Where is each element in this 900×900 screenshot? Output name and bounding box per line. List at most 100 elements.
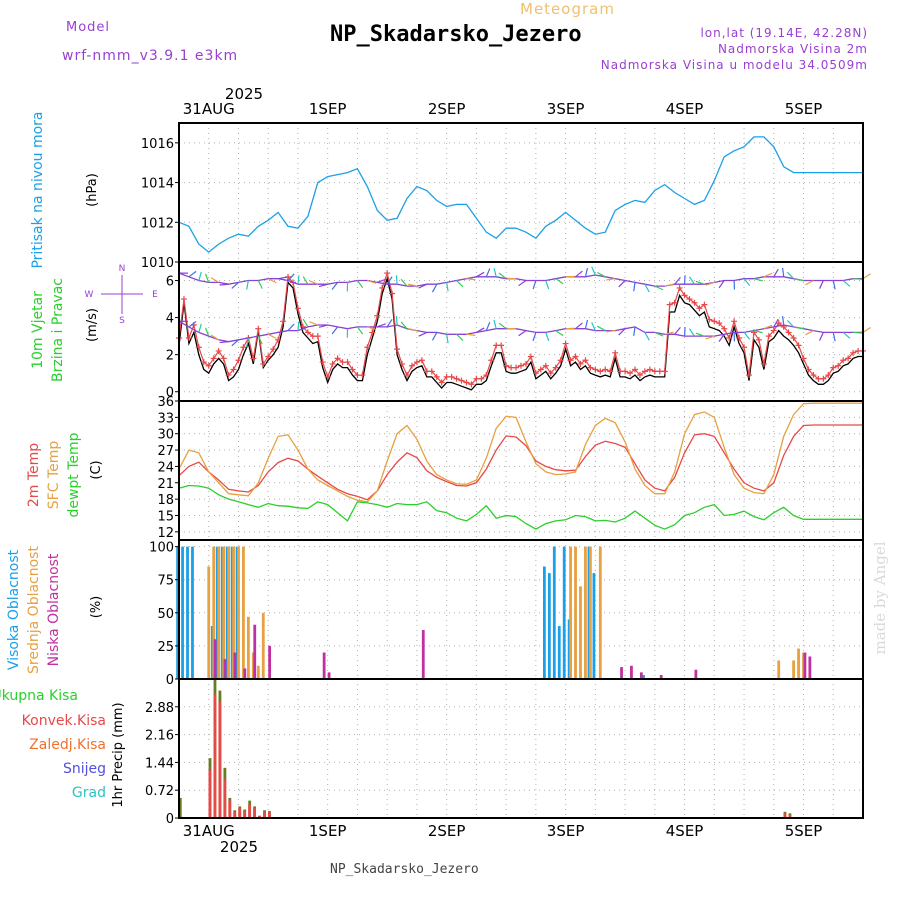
wind-barb [493, 319, 497, 329]
wind-barb [476, 271, 485, 278]
bar-srednja-oblacnost [232, 546, 235, 679]
gust-marker [627, 370, 634, 377]
bar-srednja-oblacnost [227, 546, 230, 679]
wind-side-label-2: Brzina i Pravac [50, 278, 66, 382]
wind-barb [267, 333, 277, 339]
y-tick-label: 2.88 [145, 701, 174, 716]
gust-marker [716, 320, 723, 327]
bar-srednja-oblacnost [797, 648, 800, 679]
gust-marker [195, 344, 202, 351]
gust-marker [840, 357, 847, 364]
compass-n: N [119, 264, 126, 274]
wind-barb [400, 278, 408, 287]
y-tick-label: 100 [149, 541, 174, 556]
gust-marker [265, 353, 272, 360]
gust-marker [632, 366, 638, 373]
y-tick-label: 2.16 [145, 729, 174, 744]
gust-marker [686, 296, 693, 303]
wind-barb [257, 335, 263, 345]
day-label-top: 1SEP [309, 100, 347, 118]
wind-barb [386, 318, 393, 328]
day-label-top: 4SEP [666, 100, 704, 118]
bar-visoka-oblacnost [592, 573, 596, 679]
gust-marker [349, 366, 356, 373]
day-label-top: 2SEP [428, 100, 466, 118]
gust-marker [755, 336, 762, 343]
y-tick-label: 25 [157, 640, 174, 655]
bar-srednja-oblacnost [207, 566, 211, 679]
gust-marker [324, 373, 331, 380]
compass-rose: N S W E [85, 264, 159, 326]
wind-barb [400, 321, 408, 330]
gust-marker [681, 292, 688, 299]
wind-barb [773, 268, 779, 278]
pressure-unit: (hPa) [85, 173, 100, 207]
elevation-label: Nadmorska Visina 2m [717, 42, 868, 56]
y-tick-label: 0 [166, 386, 174, 401]
wind-barb [267, 278, 277, 284]
bar-niska-oblacnost [327, 672, 331, 679]
gust-marker [483, 372, 490, 379]
wind-barb [584, 267, 589, 277]
wind-barb [555, 278, 564, 285]
cloud-side-label-mid: Srednja Oblacnost [26, 546, 42, 674]
wind-barb [532, 280, 537, 290]
gust-marker [736, 334, 743, 341]
compass-s: S [119, 316, 125, 326]
wind-barb [395, 275, 398, 285]
temp-side-label-dewpt: dewpt Temp [66, 432, 82, 517]
wind-barb [219, 283, 229, 286]
gust-marker [359, 372, 366, 379]
gust-marker [220, 355, 227, 362]
gust-marker [418, 357, 425, 364]
gust-marker [602, 366, 609, 373]
gust-marker [810, 372, 817, 379]
series-dewpt-temp [178, 484, 863, 530]
day-label-bottom: 31AUG [183, 822, 235, 840]
y-tick-label: 6 [166, 275, 174, 290]
wind-unit: (m/s) [85, 308, 100, 342]
wind-barb [819, 280, 824, 289]
y-tick-label: 12 [157, 526, 174, 541]
day-label-top: 31AUG [183, 100, 235, 118]
y-tick-label: 18 [157, 493, 174, 508]
series-vjetar-850hpa [178, 272, 863, 287]
wind-barb [743, 278, 751, 287]
gust-marker [587, 364, 594, 371]
wind-barb [331, 326, 339, 335]
y-tick-label: 0 [166, 812, 174, 827]
gust-marker [448, 373, 455, 380]
wind-barb [753, 278, 763, 282]
gust-marker [850, 349, 857, 356]
compass-e: E [152, 290, 158, 300]
bar-visoka-oblacnost [191, 546, 194, 679]
gust-marker [800, 355, 807, 362]
cloud-unit: (%) [89, 596, 104, 619]
bar-srednja-oblacnost [574, 546, 577, 679]
bar-srednja-oblacnost [222, 546, 226, 679]
gust-marker [260, 360, 267, 367]
wind-barb [763, 272, 773, 278]
temp-unit: (C) [89, 460, 104, 479]
wind-barb [302, 318, 309, 328]
bar-konvek-kisa [238, 808, 242, 818]
footer-station: NP_Skadarsko_Jezero [330, 862, 479, 877]
wind-barb [318, 324, 328, 328]
gust-marker [552, 364, 559, 371]
wind-barb [753, 329, 763, 334]
gust-marker [671, 299, 678, 306]
gust-marker [825, 372, 832, 379]
wind-barb [819, 332, 824, 341]
bar-konvek-kisa [253, 808, 256, 818]
wind-barb [309, 321, 319, 326]
wind-barb [805, 330, 814, 336]
gust-marker [607, 368, 614, 375]
year-bottom: 2025 [220, 838, 258, 856]
gust-marker [532, 370, 539, 377]
wind-barb [575, 322, 583, 330]
wind-barb [688, 328, 695, 337]
wind-barb [257, 280, 263, 289]
gust-marker [294, 305, 301, 312]
